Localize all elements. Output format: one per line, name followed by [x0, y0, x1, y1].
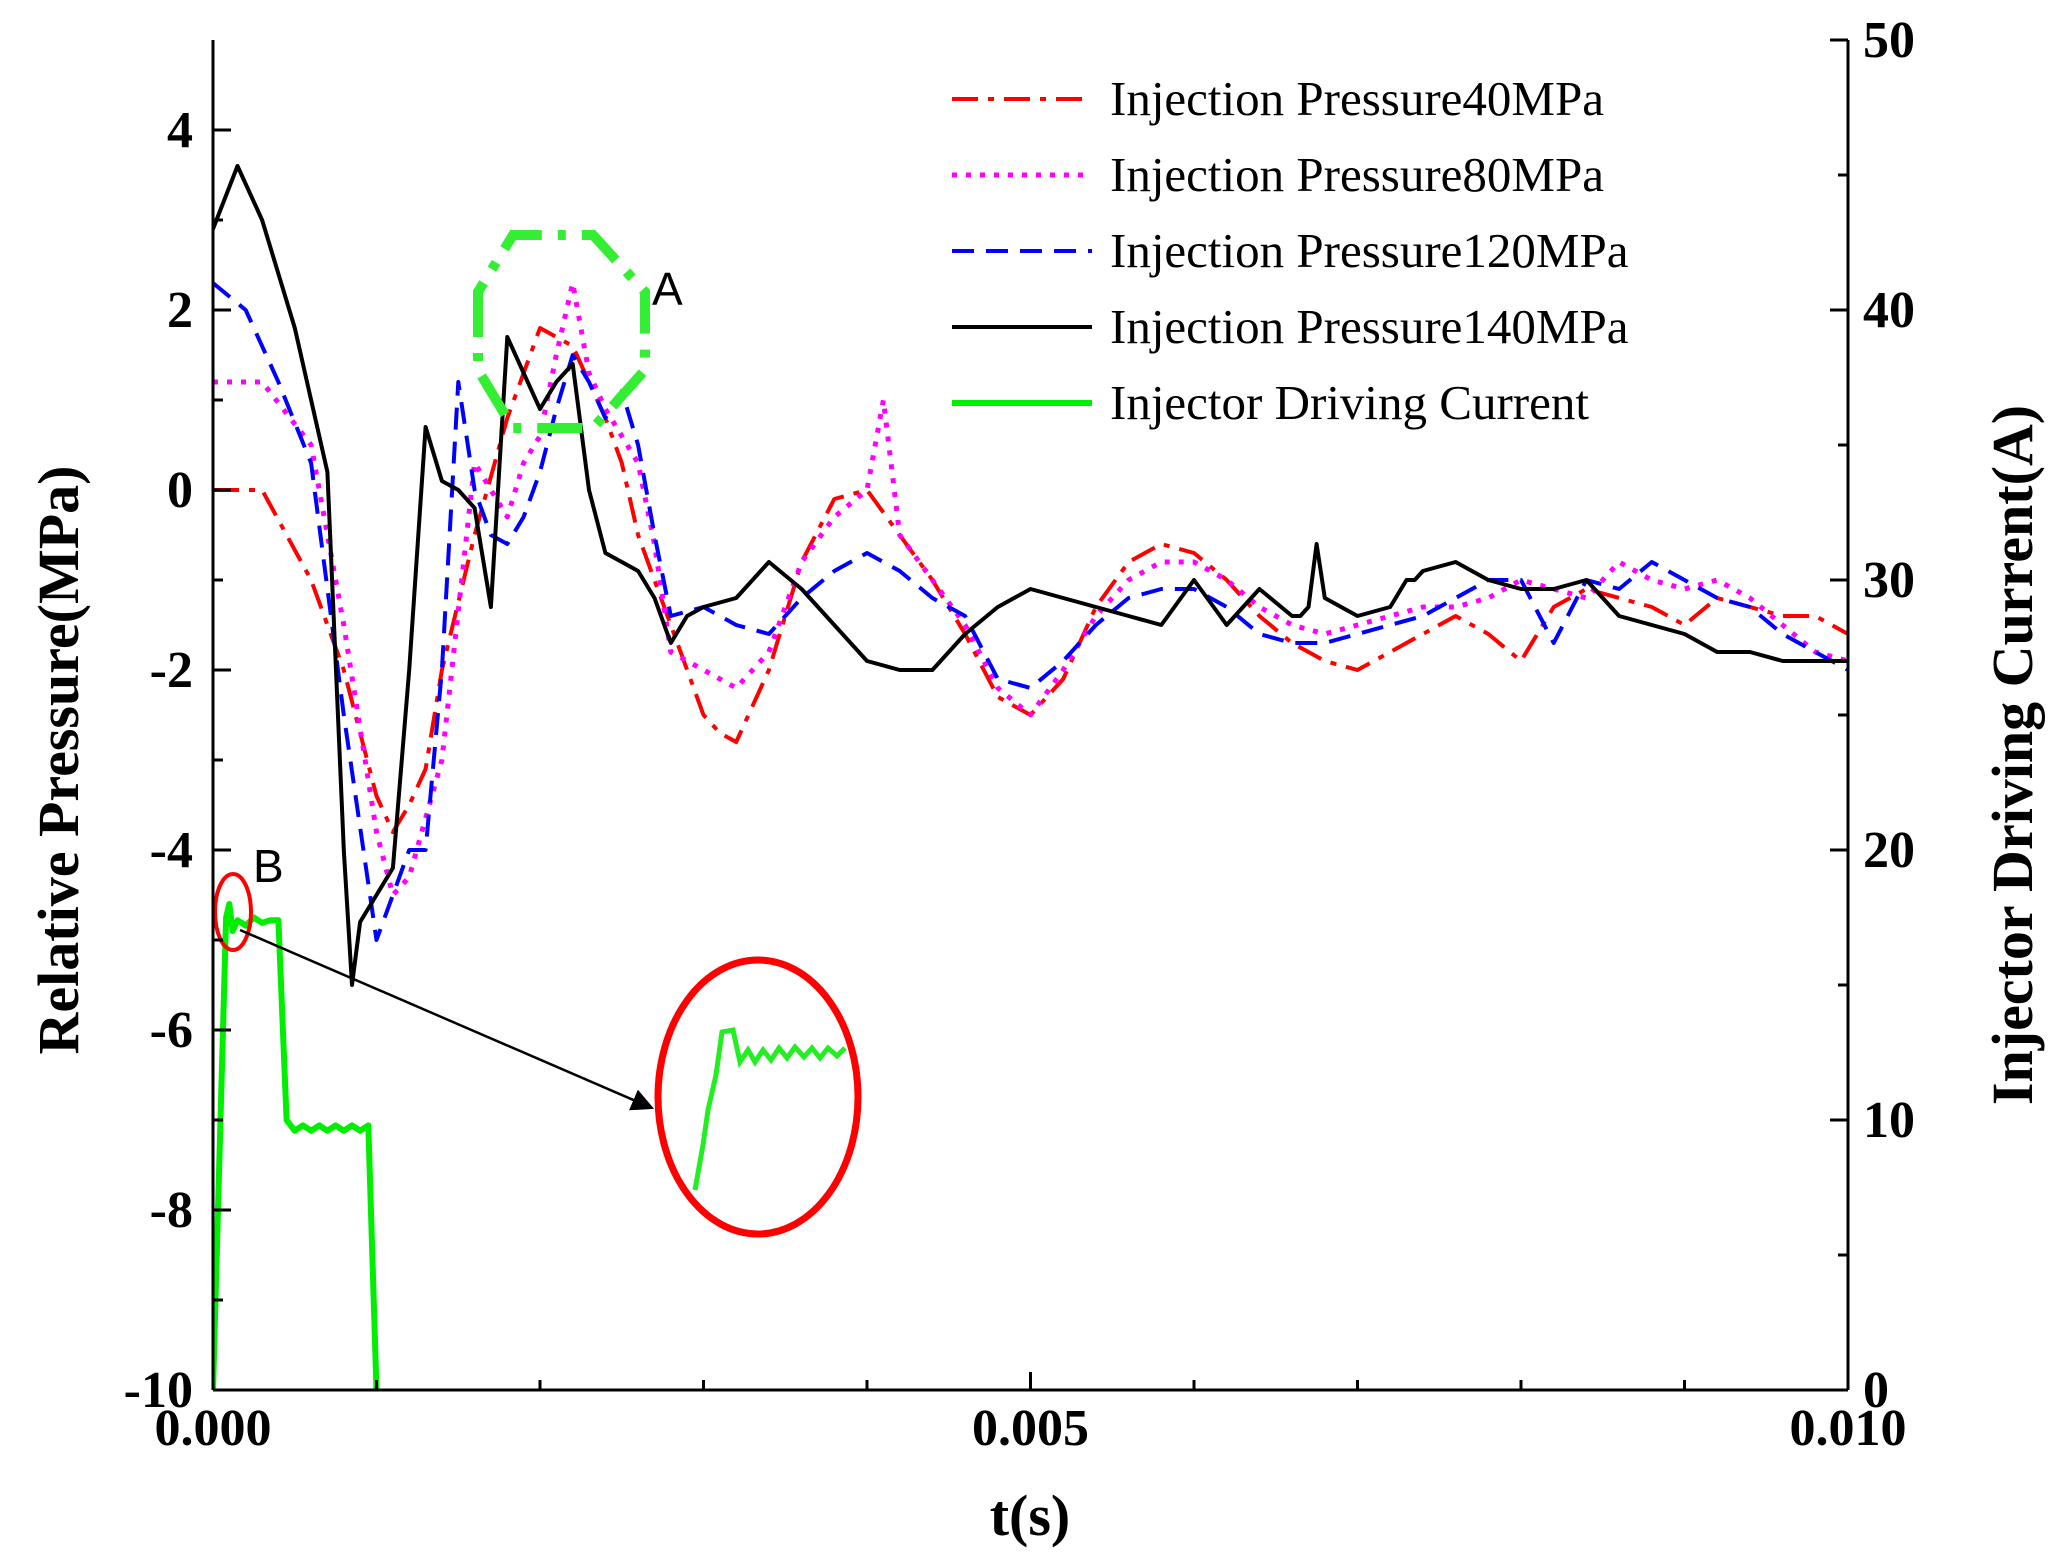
x-tick-label: 0.005 — [972, 1400, 1089, 1457]
y-axis-title: Relative Pressure(MPa) — [26, 466, 91, 1055]
y2-tick-label: 0 — [1863, 1362, 1889, 1419]
legend-label-3: Injection Pressure140MPa — [1110, 299, 1629, 354]
y2-tick-label: 40 — [1863, 282, 1915, 339]
y-tick-label: 2 — [167, 282, 193, 339]
legend: Injection Pressure40MPa Injection Pressur… — [952, 71, 1629, 430]
y2-tick-label: 50 — [1863, 12, 1915, 69]
series-line-3 — [213, 164, 1848, 987]
series-line-4 — [213, 901, 380, 1390]
annotation-b-ellipse — [213, 872, 253, 952]
y-tick-label: 0 — [167, 462, 193, 519]
legend-label-4: Injector Driving Current — [1110, 375, 1589, 430]
zoom-inset-current-trace — [692, 1027, 847, 1191]
y-tick-label: 4 — [167, 102, 193, 159]
legend-label-1: Injection Pressure80MPa — [1110, 147, 1604, 202]
legend-label-0: Injection Pressure40MPa — [1110, 71, 1604, 126]
series-layer — [213, 164, 1848, 1390]
x-tick-label: 0.010 — [1790, 1400, 1907, 1457]
annotation-a-label: A — [652, 263, 683, 315]
y-tick-label: -10 — [124, 1362, 193, 1419]
series-line-1 — [213, 280, 1848, 898]
y-tick-label: -6 — [150, 1002, 193, 1059]
series-line-0 — [213, 326, 1848, 834]
y2-tick-label: 20 — [1863, 822, 1915, 879]
y-tick-label: -4 — [150, 822, 193, 879]
legend-label-2: Injection Pressure120MPa — [1110, 223, 1629, 278]
y2-tick-label: 10 — [1863, 1092, 1915, 1149]
annotation-a-octagon — [473, 230, 650, 433]
y2-axis-title: Injector Driving Current(A) — [1980, 405, 2045, 1105]
annotation-b-arrow — [239, 928, 655, 1111]
y2-tick-label: 30 — [1863, 552, 1915, 609]
y-tick-label: -2 — [150, 642, 193, 699]
annotation-b-label: B — [253, 840, 284, 892]
y-tick-label: -8 — [150, 1182, 193, 1239]
zoom-inset-ellipse — [654, 956, 862, 1238]
x-tick-label: 0.000 — [155, 1400, 272, 1457]
x-axis-title: t(s) — [990, 1483, 1071, 1548]
